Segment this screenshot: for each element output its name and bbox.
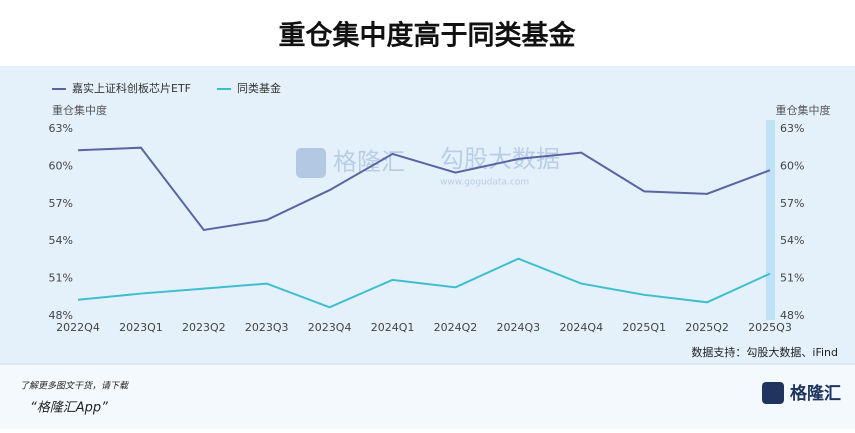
x-tick-label: 2024Q1	[371, 321, 415, 334]
y2-tick-label: 51%	[780, 272, 804, 285]
legend-label: 嘉实上证科创板芯片ETF	[72, 81, 191, 95]
x-tick-label: 2024Q3	[497, 321, 541, 334]
x-tick-label: 2024Q2	[434, 321, 478, 334]
y-tick-label: 57%	[49, 197, 73, 210]
x-tick-label: 2023Q4	[308, 321, 352, 334]
watermark-url: www.gogudata.com	[440, 178, 529, 188]
y2-tick-label: 63%	[780, 122, 804, 135]
watermark: 格隆汇 勾股大数据 www.gogudata.com	[296, 145, 560, 188]
y2-tick-label: 48%	[780, 309, 804, 322]
y2-axis-label: 重仓集中度	[776, 103, 831, 117]
x-tick-label: 2024Q4	[559, 321, 603, 334]
axis-highlight	[766, 120, 775, 320]
footer-line1: 了解更多图文干货，请下载	[20, 381, 129, 392]
logo-icon	[762, 382, 784, 404]
source-note: 数据支持：勾股大数据、iFind	[691, 345, 838, 359]
x-tick-label: 2025Q1	[622, 321, 666, 334]
x-tick-label: 2025Q2	[685, 321, 729, 334]
y-tick-label: 54%	[49, 234, 73, 247]
y-axis-label: 重仓集中度	[52, 103, 107, 117]
y-tick-label: 48%	[49, 309, 73, 322]
x-tick-label: 2025Q3	[748, 321, 792, 334]
title-band	[0, 0, 855, 66]
y2-tick-label: 57%	[780, 197, 804, 210]
footer-line2: “格隆汇App”	[30, 401, 108, 416]
y-tick-label: 60%	[49, 159, 73, 172]
line-series	[77, 257, 771, 309]
x-tick-label: 2023Q1	[119, 321, 163, 334]
line-series	[77, 146, 771, 232]
y-tick-label: 51%	[49, 272, 73, 285]
y-tick-label: 63%	[49, 122, 73, 135]
chart-title: 重仓集中度高于同类基金	[279, 20, 577, 52]
footer-band	[0, 364, 855, 429]
watermark-brand: 格隆汇	[333, 148, 405, 176]
logo-text: 格隆汇	[790, 383, 841, 404]
x-tick-label: 2023Q2	[182, 321, 226, 334]
y2-tick-label: 54%	[780, 234, 804, 247]
x-tick-label: 2023Q3	[245, 321, 289, 334]
y2-tick-label: 60%	[780, 159, 804, 172]
legend-label: 同类基金	[237, 81, 281, 95]
watermark-icon	[296, 148, 326, 178]
watermark-source: 勾股大数据	[440, 145, 560, 173]
x-tick-label: 2022Q4	[56, 321, 100, 334]
